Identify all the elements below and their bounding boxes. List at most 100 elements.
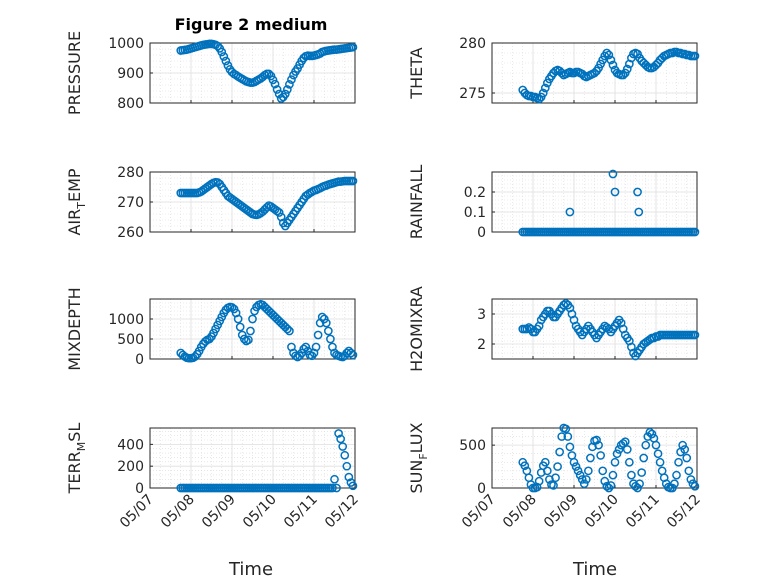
- data-point: [690, 330, 700, 340]
- data-point: [205, 334, 214, 344]
- data-point: [668, 483, 677, 493]
- data-point: [581, 475, 591, 484]
- x-tick-label: 05/11: [281, 492, 321, 532]
- y-axis-label: MIXDEPTH: [65, 287, 84, 370]
- data-point: [634, 207, 644, 217]
- y-tick-label: 275: [459, 86, 486, 102]
- data-point: [328, 483, 337, 493]
- data-point: [606, 55, 616, 65]
- data-point: [573, 466, 583, 476]
- data-point: [313, 330, 323, 340]
- y-tick-label: 900: [117, 66, 144, 82]
- data-point: [690, 481, 700, 491]
- data-point: [311, 342, 321, 352]
- data-point: [520, 461, 530, 471]
- y-tick-label: 0: [477, 225, 486, 241]
- data-point: [272, 85, 282, 94]
- y-tick-label: 400: [117, 437, 144, 453]
- y-axis-label: AIRTEMP: [65, 168, 88, 235]
- data-point: [690, 227, 700, 237]
- data-point: [540, 457, 550, 467]
- axis-box: [491, 42, 698, 104]
- data-point: [598, 466, 608, 476]
- data-point: [606, 481, 616, 490]
- y-axis-label: PRESSURE: [65, 31, 84, 115]
- series-markers: [518, 169, 700, 237]
- data-point: [686, 475, 696, 484]
- data-point: [549, 481, 558, 490]
- data-point: [672, 470, 681, 480]
- y-axis-label: H2OMIXRA: [407, 286, 426, 372]
- data-point: [612, 449, 622, 459]
- subplot-mixdepth: 0 500 1000 MIXDEPTH: [65, 287, 358, 371]
- y-tick-label: 0: [477, 481, 486, 497]
- y-tick-label: 280: [117, 165, 144, 181]
- y-tick-label: 0: [135, 352, 144, 368]
- data-point: [610, 187, 620, 197]
- data-point: [678, 440, 688, 450]
- y-tick-label: 270: [117, 195, 144, 211]
- data-point: [553, 462, 562, 471]
- data-point: [217, 47, 227, 57]
- series-markers: [176, 299, 358, 363]
- data-point: [538, 88, 548, 98]
- data-point: [680, 445, 690, 454]
- data-point: [336, 434, 345, 444]
- data-point: [627, 470, 636, 480]
- x-tick-label: 05/08: [158, 492, 198, 532]
- data-point: [625, 457, 634, 467]
- data-point: [655, 457, 665, 467]
- subplot-air-temp: 260 270 280 AIRTEMP: [65, 165, 358, 241]
- x-tick-label: 05/12: [664, 492, 704, 532]
- data-point: [608, 60, 618, 70]
- data-point: [651, 440, 661, 450]
- data-point: [534, 476, 544, 486]
- data-point: [219, 52, 229, 61]
- y-tick-label: 0.1: [464, 205, 486, 221]
- data-point: [321, 318, 331, 328]
- data-point: [618, 439, 628, 448]
- data-point: [653, 449, 663, 459]
- data-point: [602, 48, 612, 58]
- data-point: [575, 470, 585, 480]
- y-axis-label: THETA: [407, 47, 426, 99]
- data-point: [563, 432, 573, 441]
- y-tick-label: 260: [117, 225, 144, 241]
- subplot-terr-msl: 0 200 400 TERRMSL 05/07 05/08 05/09 05/10 05/11 0…: [65, 423, 362, 532]
- data-point: [340, 450, 350, 460]
- data-point: [344, 472, 354, 482]
- data-point: [584, 466, 593, 476]
- data-point: [557, 432, 567, 441]
- series-markers: [176, 176, 358, 231]
- data-point: [684, 466, 694, 476]
- x-tick-label: 05/11: [623, 492, 663, 532]
- data-point: [213, 41, 222, 51]
- data-point: [586, 453, 595, 463]
- data-point: [264, 69, 274, 79]
- data-point: [608, 470, 618, 480]
- data-point: [561, 424, 571, 434]
- data-point: [221, 56, 231, 66]
- series-markers: [518, 299, 700, 361]
- data-point: [235, 322, 245, 332]
- data-point: [653, 332, 663, 341]
- y-tick-label: 1000: [108, 36, 144, 52]
- data-point: [596, 451, 606, 460]
- data-point: [569, 457, 579, 467]
- data-point: [332, 483, 341, 493]
- data-point: [647, 429, 657, 439]
- data-point: [540, 83, 550, 93]
- data-point: [571, 462, 581, 471]
- x-tick-label: 05/10: [582, 492, 622, 532]
- data-point: [622, 445, 632, 454]
- x-axis-label-left: Time: [228, 559, 273, 580]
- data-point: [262, 203, 272, 212]
- y-tick-label: 800: [117, 96, 144, 112]
- data-point: [285, 326, 294, 336]
- y-tick-label: 500: [459, 438, 486, 454]
- data-point: [280, 89, 290, 99]
- x-tick-label: 05/09: [541, 492, 581, 532]
- data-point: [645, 427, 655, 437]
- data-point: [342, 461, 352, 471]
